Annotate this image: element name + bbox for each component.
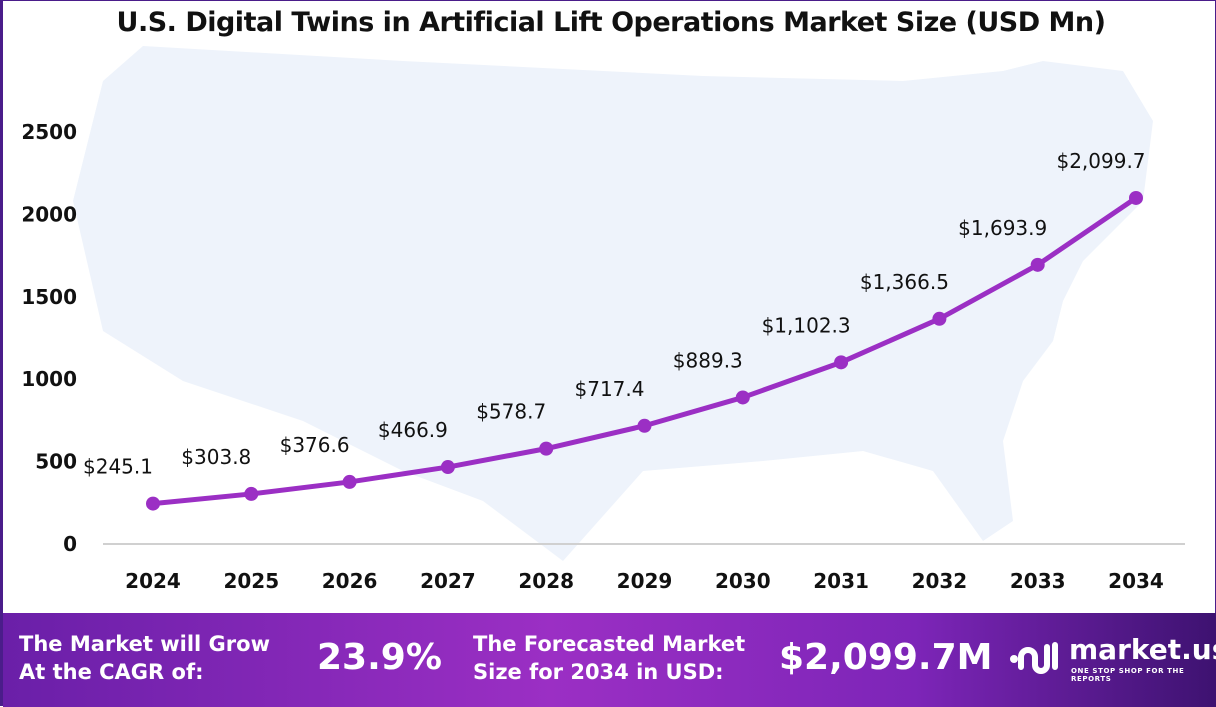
data-point <box>244 486 259 501</box>
x-tick-label: 2029 <box>617 569 673 593</box>
x-tick-label: 2034 <box>1108 569 1164 593</box>
data-point <box>440 460 455 475</box>
x-tick-label: 2032 <box>912 569 968 593</box>
data-point <box>834 355 849 370</box>
data-label: $245.1 <box>83 455 153 479</box>
brand-tagline: ONE STOP SHOP FOR THE REPORTS <box>1071 667 1185 683</box>
y-tick-label: 500 <box>35 450 77 474</box>
x-tick-label: 2026 <box>322 569 378 593</box>
market-us-logo-icon <box>1010 642 1058 674</box>
x-tick-label: 2025 <box>223 569 279 593</box>
y-tick-label: 0 <box>63 532 77 556</box>
data-point <box>1030 257 1045 272</box>
brand-name: market.us <box>1069 633 1216 666</box>
x-tick-label: 2024 <box>125 569 181 593</box>
data-label: $1,102.3 <box>762 313 851 337</box>
x-tick-label: 2031 <box>813 569 869 593</box>
footer-banner: The Market will Grow At the CAGR of: 23.… <box>3 613 1216 707</box>
data-label: $889.3 <box>673 348 743 372</box>
data-label: $303.8 <box>181 445 251 469</box>
chart-title: U.S. Digital Twins in Artificial Lift Op… <box>116 7 1106 38</box>
data-point <box>539 441 554 456</box>
forecast-value: $2,099.7M <box>779 637 993 678</box>
us-map-background <box>73 46 1153 561</box>
data-label: $1,366.5 <box>860 270 949 294</box>
data-point <box>735 390 750 405</box>
y-tick-label: 1000 <box>21 367 77 391</box>
y-tick-label: 1500 <box>21 285 77 309</box>
data-point <box>146 496 160 511</box>
data-label: $578.7 <box>476 400 546 424</box>
x-tick-label: 2027 <box>420 569 476 593</box>
data-point <box>342 474 357 489</box>
x-tick-label: 2030 <box>715 569 771 593</box>
data-label: $466.9 <box>378 418 448 442</box>
x-tick-label: 2033 <box>1010 569 1066 593</box>
y-tick-label: 2500 <box>21 120 77 144</box>
data-label: $1,693.9 <box>958 216 1047 240</box>
data-label: $2,099.7 <box>1056 149 1145 173</box>
data-point <box>637 418 652 433</box>
data-point <box>1129 190 1143 205</box>
y-tick-label: 2000 <box>21 202 77 226</box>
x-tick-label: 2028 <box>518 569 574 593</box>
line-chart: 0 500 1000 1500 2000 2500 2024 2025 2026 2027 2028… <box>21 46 1185 593</box>
data-point <box>932 311 947 326</box>
forecast-label: The Forecasted Market Size for 2034 in U… <box>473 632 746 684</box>
cagr-value: 23.9% <box>317 637 442 678</box>
cagr-label: The Market will Grow At the CAGR of: <box>19 632 270 684</box>
data-label: $376.6 <box>280 433 350 457</box>
data-label: $717.4 <box>575 377 645 401</box>
